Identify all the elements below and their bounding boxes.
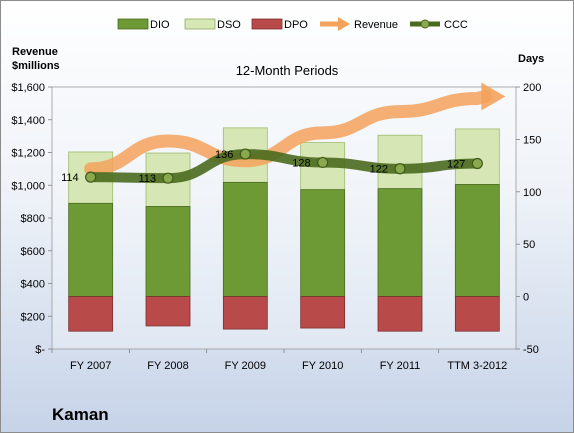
left-axis: $- $200 $400 $600 $800 $1,000 $1,200 $1,400 $1,6… [11,82,52,356]
dpo-bar [377,296,423,332]
legend-arrow-revenue-head [338,17,350,31]
x-tick-label: TTM 3-2012 [447,360,507,372]
plot-area [51,86,517,350]
ccc-point [317,156,329,169]
dio-bar [454,184,500,298]
legend: DIO DSO DPO Revenue CCC [117,17,468,31]
left-tick-label: $600 [21,246,45,258]
ccc-data-label: 113 [138,173,156,185]
right-axis-title: Days [518,53,544,65]
left-axis-title-line1: Revenue [12,46,58,58]
left-tick-label: $800 [21,213,45,225]
legend-label-dso: DSO [217,19,241,31]
legend-label-ccc: CCC [444,19,468,31]
legend-item-dio: DIO [117,18,170,31]
x-tick-label: FY 2007 [70,360,111,372]
left-tick-label: $400 [21,279,45,291]
right-tick-label: 0 [523,292,529,304]
revenue-layer [84,82,506,176]
legend-swatch-dso [184,18,216,30]
x-tick-label: FY 2011 [380,360,421,372]
x-tick-label: FY 2010 [302,360,343,372]
legend-swatch-dio [117,18,149,30]
dpo-bar [454,296,500,332]
legend-item-dso: DSO [184,18,241,31]
right-tick-label: 150 [523,134,541,146]
right-tick-label: 50 [523,239,535,251]
dpo-bar [68,296,114,332]
revenue-trend-line [84,89,492,176]
legend-label-revenue: Revenue [354,19,398,31]
ccc-point [162,172,174,184]
ccc-layer: 114 113 136 128 122 127 [61,148,483,185]
right-axis: -50 0 50 100 150 200 [516,82,541,356]
legend-label-dpo: DPO [284,19,308,31]
legend-item-revenue: Revenue [320,17,398,31]
ccc-data-label: 136 [215,149,233,161]
right-tick-label: 200 [523,82,541,94]
right-tick-label: -50 [523,344,539,356]
company-name: Kaman [52,405,109,424]
dio-bar [300,189,346,297]
ccc-data-label: 128 [292,157,310,169]
left-tick-label: $1,000 [11,180,45,192]
left-tick-label: $200 [21,311,45,323]
x-tick-label: FY 2009 [225,360,266,372]
ccc-data-label: 114 [61,172,79,184]
dso-bar [454,128,500,185]
dpo-bar [222,296,268,330]
revenue-arrow-head [481,82,506,111]
ccc-point [394,163,406,175]
dpo-bar [145,296,191,327]
legend-marker-ccc [420,19,430,29]
legend-label-dio: DIO [150,19,170,31]
dpo-bar [300,296,346,329]
ccc-data-label: 127 [447,159,465,171]
left-tick-label: $- [35,344,45,356]
dio-bar [145,206,191,297]
legend-swatch-dpo [251,18,283,30]
x-tick-label: FY 2008 [147,360,188,372]
ccc-point [85,171,97,183]
left-tick-label: $1,200 [11,148,45,160]
x-axis: FY 2007 FY 2008 FY 2009 FY 2010 FY 2011 TTM 3… [51,349,507,372]
legend-item-ccc: CCC [410,19,468,31]
ccc-point [471,157,483,170]
chart-title: 12-Month Periods [236,63,339,78]
right-tick-label: 100 [523,187,541,199]
left-axis-title-line2: $millions [12,60,60,72]
dio-bar [68,202,114,298]
legend-item-dpo: DPO [251,18,308,31]
dso-bar [377,134,423,190]
ccc-data-label: 122 [370,164,388,176]
left-tick-label: $1,400 [11,115,45,127]
ccc-point [239,148,251,160]
dio-bar [377,188,423,298]
dio-bar [222,181,268,297]
left-tick-label: $1,600 [11,82,45,94]
